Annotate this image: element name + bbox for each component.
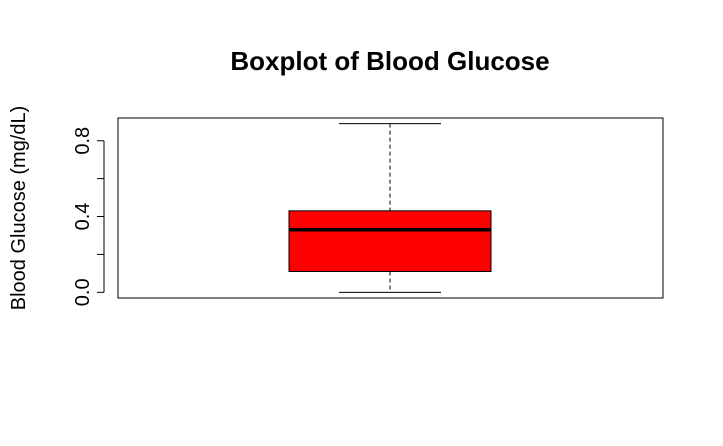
plot-frame <box>117 117 664 299</box>
y-axis-label: Blood Glucose (mg/dL) <box>8 106 30 311</box>
y-tick-label: 0.8 <box>72 127 94 155</box>
y-tick-label: 0.0 <box>72 278 94 306</box>
y-axis: 0.0 0.4 0.8 <box>72 127 105 306</box>
iqr-box <box>288 210 492 272</box>
y-tick-label: 0.4 <box>72 203 94 231</box>
box-plot <box>288 123 492 293</box>
chart-title: Boxplot of Blood Glucose <box>230 46 549 76</box>
